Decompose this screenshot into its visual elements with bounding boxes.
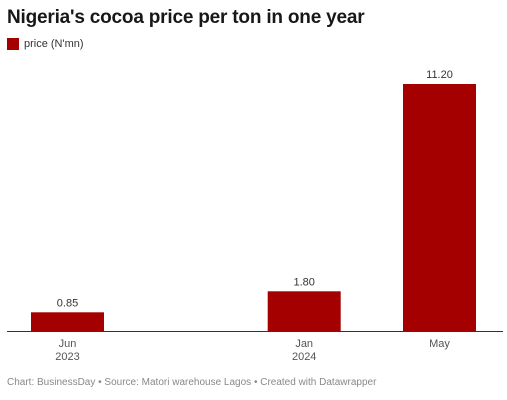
chart-footer: Chart: BusinessDay • Source: Matori ware… (7, 377, 377, 388)
x-tick-sublabel: 2023 (55, 351, 79, 363)
x-tick-sublabel: 2024 (292, 351, 316, 363)
x-tick-label: May (429, 338, 450, 350)
x-tick-label: Jun (59, 338, 77, 350)
legend-swatch (7, 38, 19, 50)
x-tick-label: Jan (295, 338, 313, 350)
bar-value-label: 0.85 (57, 297, 78, 309)
legend-label: price (N'mn) (24, 38, 84, 50)
bar-value-label: 11.20 (426, 69, 453, 81)
bar-value-label: 1.80 (293, 276, 314, 288)
bar-may (403, 84, 476, 331)
bar-jan (267, 291, 341, 331)
bar-jun (31, 312, 104, 331)
legend: price (N'mn) (7, 38, 84, 50)
chart-title: Nigeria's cocoa price per ton in one yea… (7, 7, 365, 28)
